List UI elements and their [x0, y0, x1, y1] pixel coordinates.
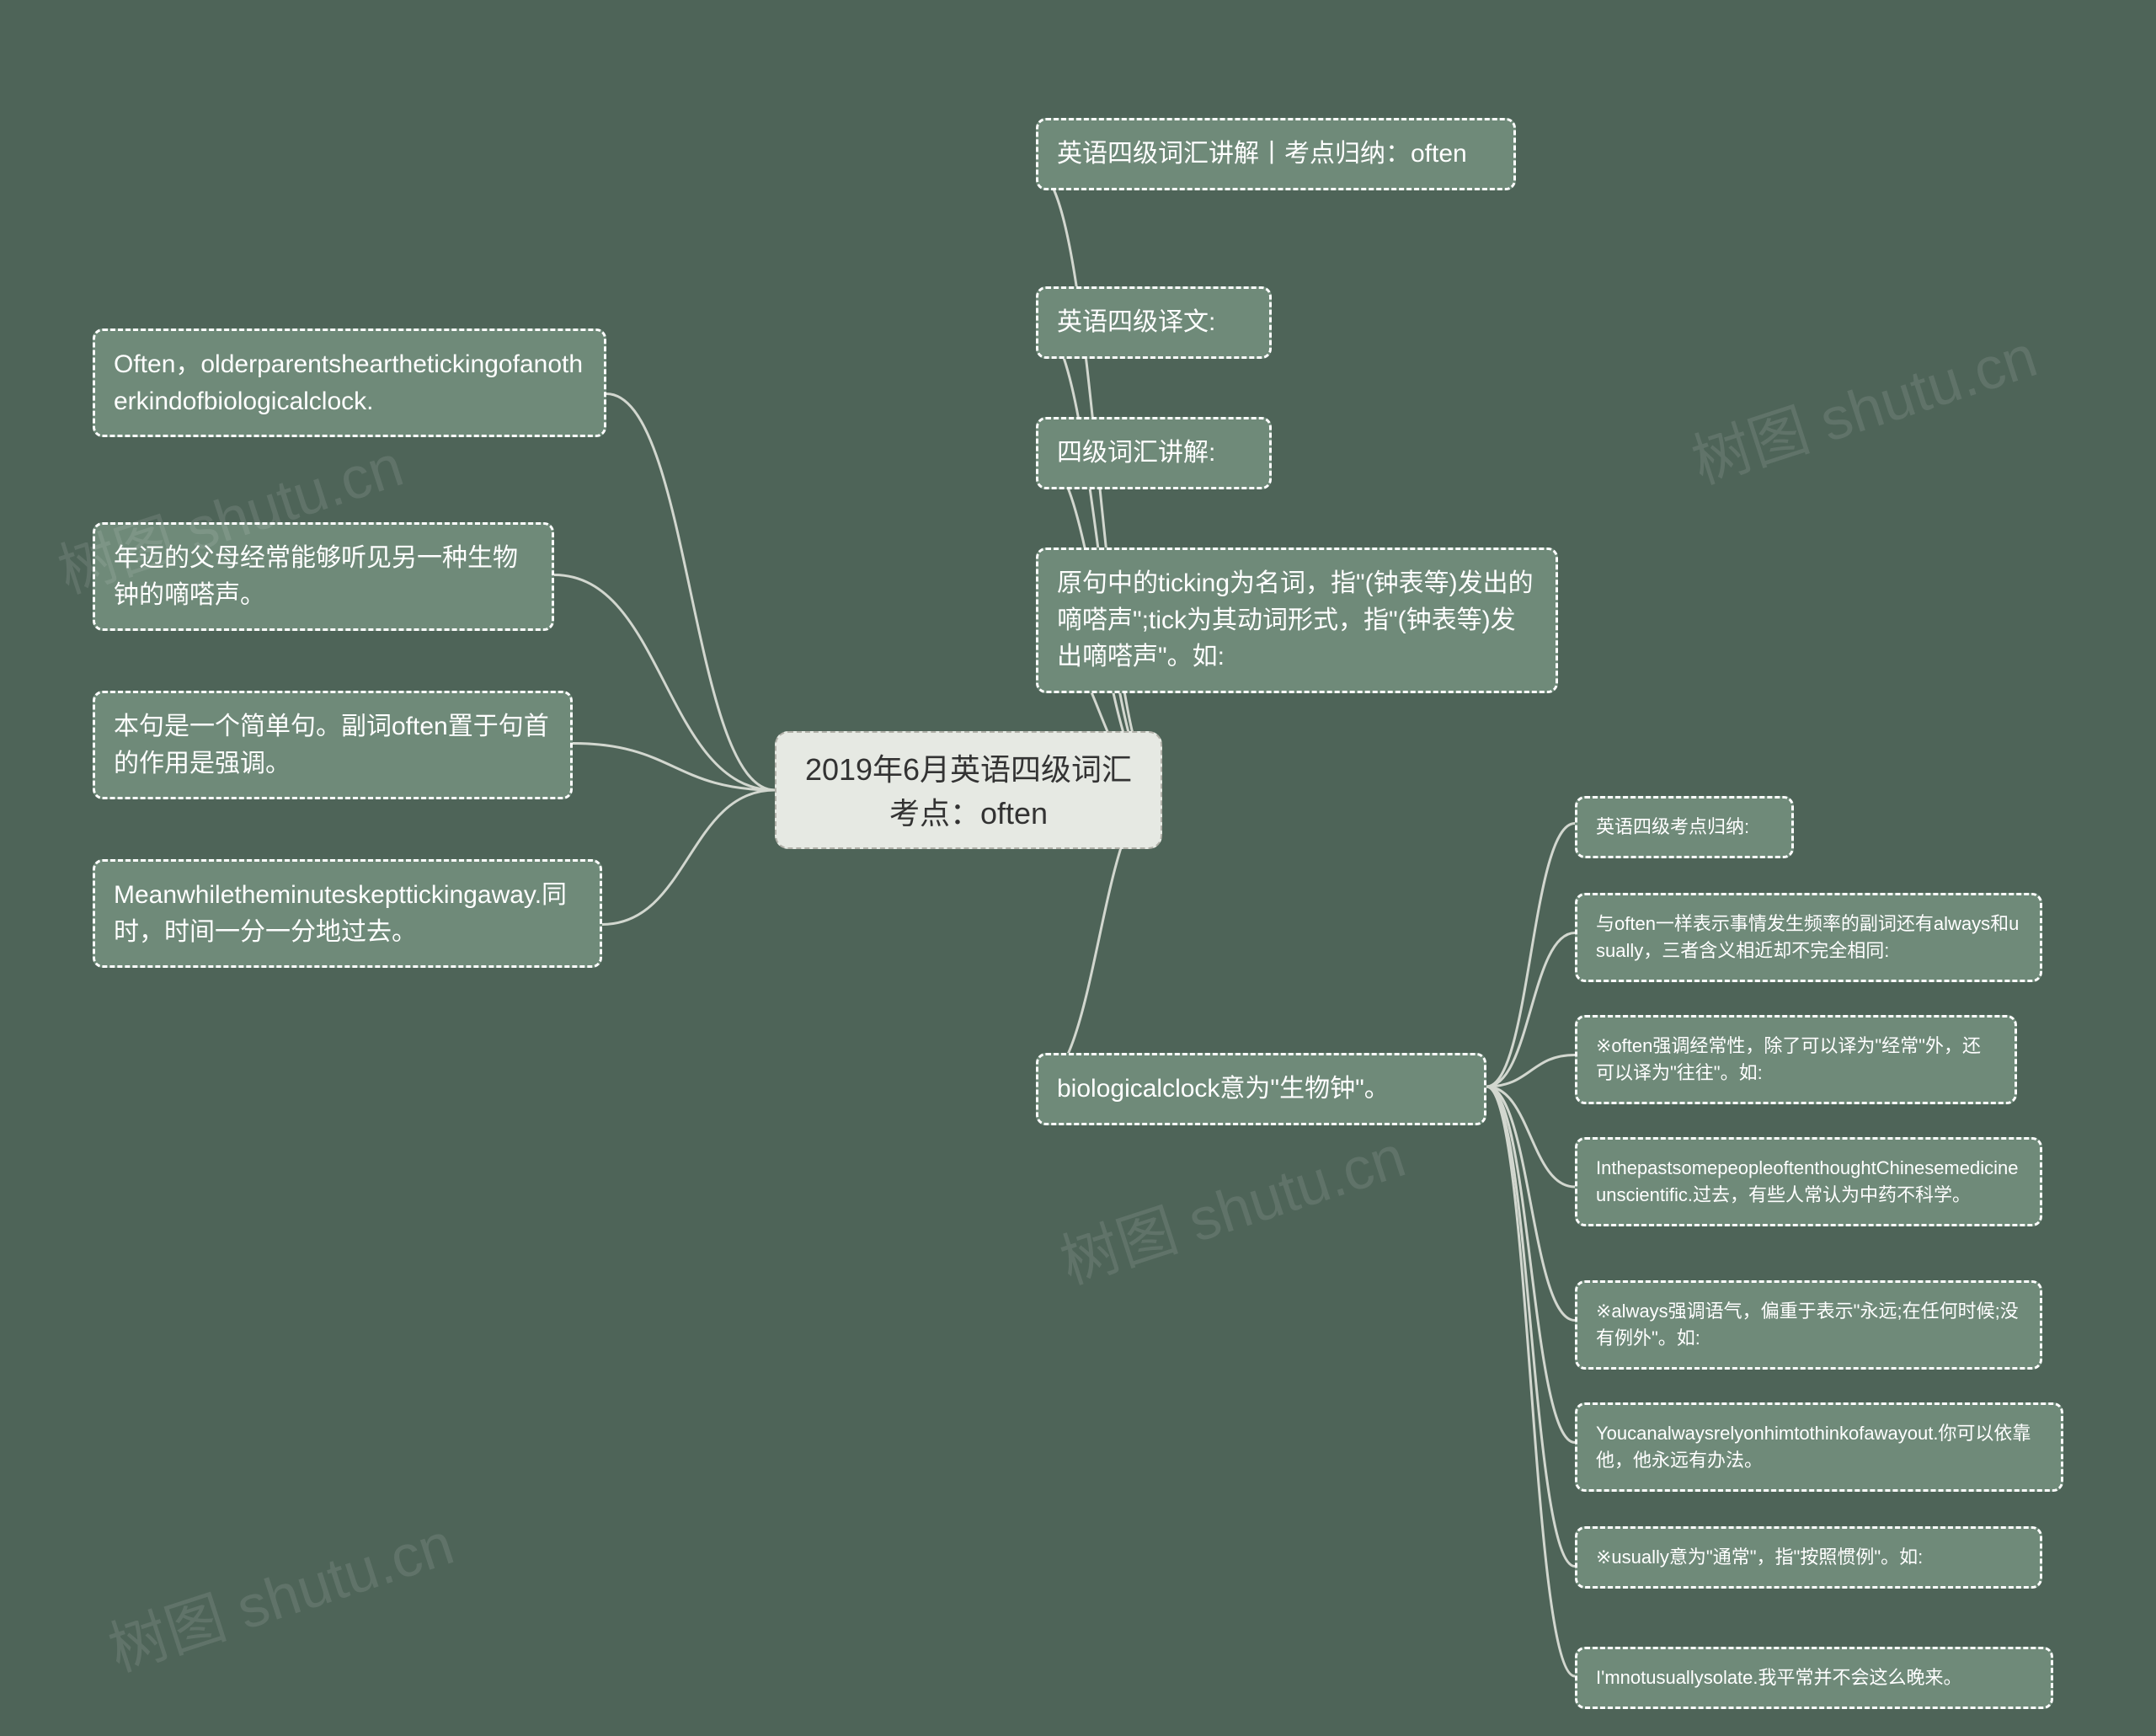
node-text: ※often强调经常性，除了可以译为"经常"外，还可以译为"往往"。如: [1596, 1035, 1981, 1083]
right-node-5: biologicalclock意为"生物钟"。 [1036, 1053, 1486, 1125]
node-text: 英语四级词汇讲解丨考点归纳：often [1057, 140, 1467, 168]
center-node: 2019年6月英语四级词汇考点：often [775, 731, 1162, 849]
node-text: Often，olderparentshearthetickingofanothe… [114, 350, 583, 415]
sub-node-4: InthepastsomepeopleoftenthoughtChineseme… [1575, 1137, 2042, 1226]
right-node-1: 英语四级词汇讲解丨考点归纳：often [1036, 118, 1516, 190]
node-text: InthepastsomepeopleoftenthoughtChineseme… [1596, 1157, 2018, 1205]
node-text: 年迈的父母经常能够听见另一种生物钟的嘀嗒声。 [114, 544, 518, 609]
node-text: Youcanalwaysrelyonhimtothinkofawayout.你可… [1596, 1423, 2031, 1471]
watermark: 树图 shutu.cn [1049, 1109, 1415, 1301]
node-text: biologicalclock意为"生物钟"。 [1057, 1075, 1390, 1103]
sub-node-7: ※usually意为"通常"，指"按照惯例"。如: [1575, 1526, 2042, 1589]
left-node-1: Often，olderparentshearthetickingofanothe… [93, 329, 606, 437]
sub-node-5: ※always强调语气，偏重于表示"永远;在任何时候;没有例外"。如: [1575, 1280, 2042, 1370]
node-text: Meanwhiletheminuteskepttickingaway.同时，时间… [114, 881, 567, 946]
watermark: 树图 shutu.cn [1680, 309, 2047, 500]
node-text: 原句中的ticking为名词，指"(钟表等)发出的嘀嗒声";tick为其动词形式… [1057, 569, 1534, 670]
watermark-text: 树图 shutu.cn [1684, 323, 2044, 495]
node-text: 英语四级考点归纳: [1596, 816, 1749, 837]
center-label: 2019年6月英语四级词汇考点：often [805, 752, 1132, 831]
watermark-text: 树图 shutu.cn [1053, 1123, 1412, 1295]
node-text: I'mnotusuallysolate.我平常并不会这么晚来。 [1596, 1667, 1962, 1688]
node-text: 英语四级译文: [1057, 308, 1215, 336]
right-node-2: 英语四级译文: [1036, 286, 1272, 359]
sub-node-2: 与often一样表示事情发生频率的副词还有always和usually，三者含义… [1575, 893, 2042, 982]
left-node-2: 年迈的父母经常能够听见另一种生物钟的嘀嗒声。 [93, 522, 554, 631]
sub-node-1: 英语四级考点归纳: [1575, 796, 1794, 858]
node-text: 与often一样表示事情发生频率的副词还有always和usually，三者含义… [1596, 913, 2019, 961]
node-text: ※always强调语气，偏重于表示"永远;在任何时候;没有例外"。如: [1596, 1301, 2019, 1349]
watermark: 树图 shutu.cn [97, 1497, 463, 1688]
sub-node-6: Youcanalwaysrelyonhimtothinkofawayout.你可… [1575, 1402, 2063, 1492]
sub-node-8: I'mnotusuallysolate.我平常并不会这么晚来。 [1575, 1647, 2053, 1709]
node-text: 本句是一个简单句。副词often置于句首的作用是强调。 [114, 713, 549, 777]
right-node-3: 四级词汇讲解: [1036, 417, 1272, 489]
node-text: 四级词汇讲解: [1057, 439, 1215, 467]
left-node-4: Meanwhiletheminuteskepttickingaway.同时，时间… [93, 859, 602, 968]
watermark-text: 树图 shutu.cn [101, 1510, 461, 1683]
left-node-3: 本句是一个简单句。副词often置于句首的作用是强调。 [93, 691, 573, 799]
right-node-4: 原句中的ticking为名词，指"(钟表等)发出的嘀嗒声";tick为其动词形式… [1036, 548, 1558, 693]
sub-node-3: ※often强调经常性，除了可以译为"经常"外，还可以译为"往往"。如: [1575, 1015, 2017, 1104]
node-text: ※usually意为"通常"，指"按照惯例"。如: [1596, 1546, 1923, 1568]
